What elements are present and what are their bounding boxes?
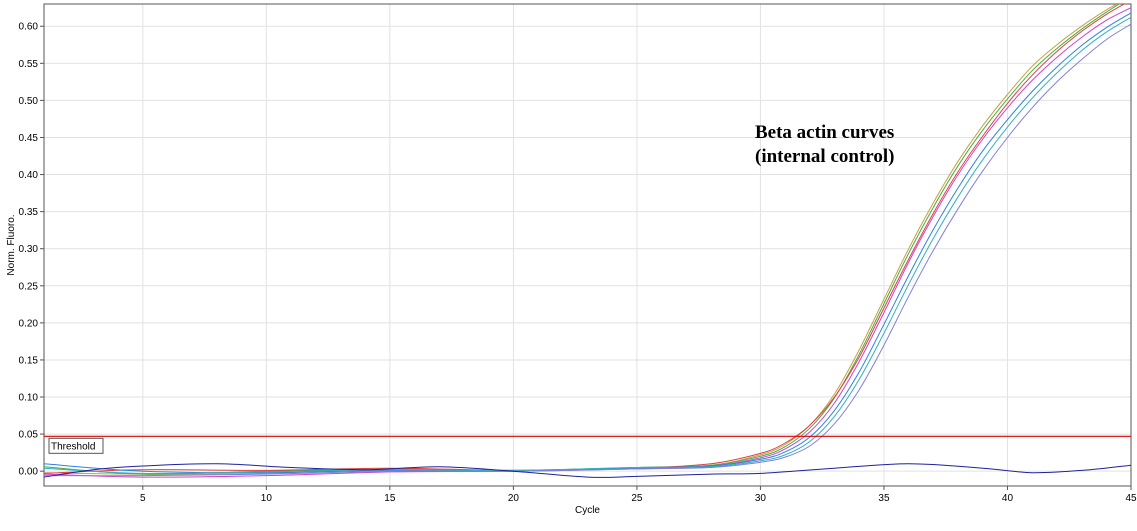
x-tick-label: 25 — [631, 493, 643, 504]
y-tick-label: 0.20 — [19, 318, 39, 329]
series-line-5 — [44, 12, 1131, 474]
y-tick-label: 0.15 — [19, 355, 39, 366]
y-tick-label: 0.00 — [19, 467, 39, 478]
y-tick-label: 0.30 — [19, 244, 39, 255]
threshold-label-box: Threshold — [48, 437, 104, 454]
annotation-line-1: Beta actin curves — [755, 122, 894, 143]
y-tick-label: 0.25 — [19, 281, 39, 292]
y-tick-label: 0.10 — [19, 393, 39, 404]
x-tick-label: 40 — [1002, 493, 1014, 504]
y-tick-label: 0.35 — [19, 207, 39, 218]
y-tick-label: 0.60 — [19, 22, 39, 33]
x-axis-ticks: 5 10 15 20 25 30 35 40 45 — [140, 486, 1137, 504]
series-line-6 — [44, 16, 1131, 475]
series-line-7 — [44, 23, 1131, 477]
series-line-2 — [44, 4, 1121, 475]
y-axis-title: Norm. Fluoro. — [6, 214, 17, 275]
x-axis-title: Cycle — [575, 505, 600, 516]
annotation-line-2: (internal control) — [755, 146, 895, 167]
series-line-8 — [44, 463, 1131, 478]
x-tick-label: 15 — [384, 493, 396, 504]
y-tick-label: 0.45 — [19, 133, 39, 144]
series-line-3 — [44, 4, 1126, 474]
x-tick-label: 5 — [140, 493, 146, 504]
grid — [44, 4, 1132, 486]
y-tick-label: 0.55 — [19, 59, 39, 70]
y-tick-label: 0.40 — [19, 170, 39, 181]
x-tick-label: 30 — [755, 493, 767, 504]
y-tick-label: 0.50 — [19, 96, 39, 107]
y-axis-ticks: 0.00 0.05 0.10 0.15 0.20 0.25 0.30 0.35 0.40 0.45… — [19, 22, 44, 478]
series-line-1 — [44, 4, 1118, 475]
threshold-label: Threshold — [51, 441, 95, 452]
x-tick-label: 20 — [508, 493, 520, 504]
y-tick-label: 0.05 — [19, 430, 39, 441]
x-tick-label: 10 — [261, 493, 273, 504]
series-line-4 — [44, 7, 1131, 478]
x-tick-label: 35 — [878, 493, 890, 504]
series-layer — [44, 4, 1131, 478]
x-tick-label: 45 — [1125, 493, 1137, 504]
plot-area — [43, 3, 1132, 487]
